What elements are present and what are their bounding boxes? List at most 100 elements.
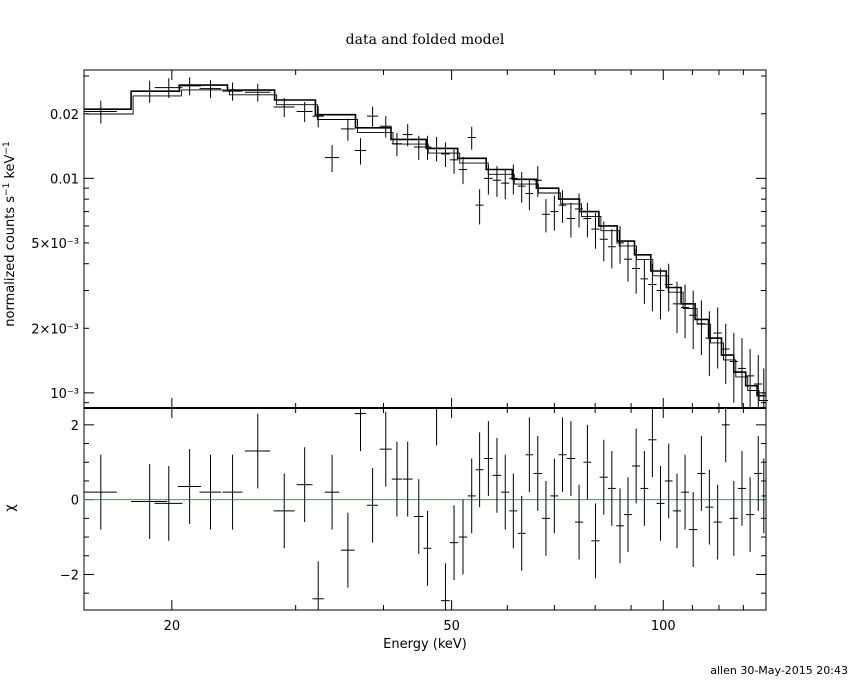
residual-point (492, 437, 502, 513)
data-point (177, 77, 201, 96)
residual-point (273, 473, 295, 549)
data-point (413, 135, 424, 160)
top-plot-frame (83, 69, 767, 409)
residual-point (575, 484, 584, 560)
bottom-x-ticks: 20 50 100 (164, 408, 767, 634)
residual-point (244, 413, 271, 489)
y-tick-label: −2 (60, 568, 79, 583)
residual-point (432, 407, 442, 446)
data-point (340, 118, 355, 141)
residual-point (681, 454, 690, 530)
data-point (591, 212, 600, 249)
residual-point (533, 436, 542, 511)
data-point (525, 179, 534, 211)
data-point (566, 202, 576, 238)
data-point (509, 164, 518, 195)
residual-point (616, 488, 624, 564)
data-point (648, 263, 657, 312)
data-point (199, 80, 222, 98)
residual-point (449, 505, 459, 581)
residual-point (222, 454, 243, 530)
data-points-top (84, 77, 766, 408)
data-point (449, 147, 459, 174)
data-point (432, 136, 442, 162)
data-point (84, 100, 117, 124)
data-point (475, 189, 484, 225)
y-tick-label: 2 (71, 419, 79, 434)
residual-point (566, 421, 576, 496)
residual-point (296, 447, 313, 523)
x-tick-label: 20 (164, 619, 181, 634)
data-point (492, 166, 502, 197)
bottom-panel: −2 0 2 20 50 100 (60, 407, 767, 634)
data-point (402, 124, 413, 147)
data-point (312, 106, 324, 128)
data-point (672, 281, 682, 334)
data-point (467, 126, 476, 150)
data-point (697, 300, 706, 356)
residual-points (84, 407, 766, 610)
residual-point (623, 477, 633, 553)
data-point (296, 101, 313, 123)
data-point (607, 229, 616, 269)
residual-point (154, 465, 183, 541)
model-line (84, 84, 766, 397)
residual-point (656, 465, 665, 541)
data-point (761, 368, 766, 408)
data-point (729, 333, 738, 403)
residual-point (729, 480, 738, 556)
residual-point (423, 510, 432, 586)
residual-point (664, 443, 673, 519)
data-point (423, 135, 432, 160)
data-point (550, 195, 559, 231)
residual-point (199, 454, 222, 530)
y-tick-label: 0 (71, 494, 79, 509)
residual-point (467, 458, 476, 534)
y-tick-label: 10⁻³ (50, 387, 79, 402)
data-point (558, 190, 567, 223)
data-point (640, 259, 649, 304)
y-tick-label: 2×10⁻³ (31, 322, 79, 337)
residual-point (324, 454, 340, 530)
x-axis-label: Energy (keV) (383, 637, 467, 652)
residual-point (754, 436, 763, 511)
residual-point (591, 503, 600, 579)
residual-point (737, 451, 746, 526)
data-point (501, 169, 510, 200)
data-point (656, 268, 665, 320)
data-point (754, 355, 763, 408)
residual-point (745, 477, 755, 553)
data-point (324, 145, 340, 173)
residual-point (583, 424, 592, 500)
x-tick-label: 100 (651, 619, 676, 634)
residual-point (458, 499, 468, 575)
residual-point (761, 458, 766, 534)
data-point (379, 116, 392, 138)
residual-point (689, 492, 698, 567)
data-point (632, 248, 641, 294)
residual-point (391, 441, 402, 517)
residual-point (721, 408, 730, 463)
data-point (354, 138, 367, 165)
data-point (664, 263, 673, 312)
residual-point (640, 451, 649, 526)
residual-point (379, 411, 392, 487)
data-point (623, 241, 633, 282)
residual-point (607, 451, 616, 526)
data-point (517, 172, 526, 203)
chart-title: data and folded model (346, 32, 505, 48)
residual-point (632, 428, 641, 504)
residual-point (525, 417, 534, 493)
residual-point (648, 408, 657, 478)
y-tick-label: 5×10⁻³ (31, 237, 79, 252)
data-point (713, 307, 722, 369)
residual-point (484, 421, 493, 496)
data-point (441, 142, 450, 167)
residual-point (672, 473, 682, 549)
y-axis-label-top: normalized counts s−1 keV−1 (2, 141, 18, 326)
data-point (721, 323, 730, 384)
residual-point (517, 495, 526, 571)
top-panel: 10⁻³ 2×10⁻³ 5×10⁻³ 0.01 0.02 (31, 69, 768, 409)
top-y-ticks: 10⁻³ 2×10⁻³ 5×10⁻³ 0.01 0.02 (31, 75, 766, 404)
